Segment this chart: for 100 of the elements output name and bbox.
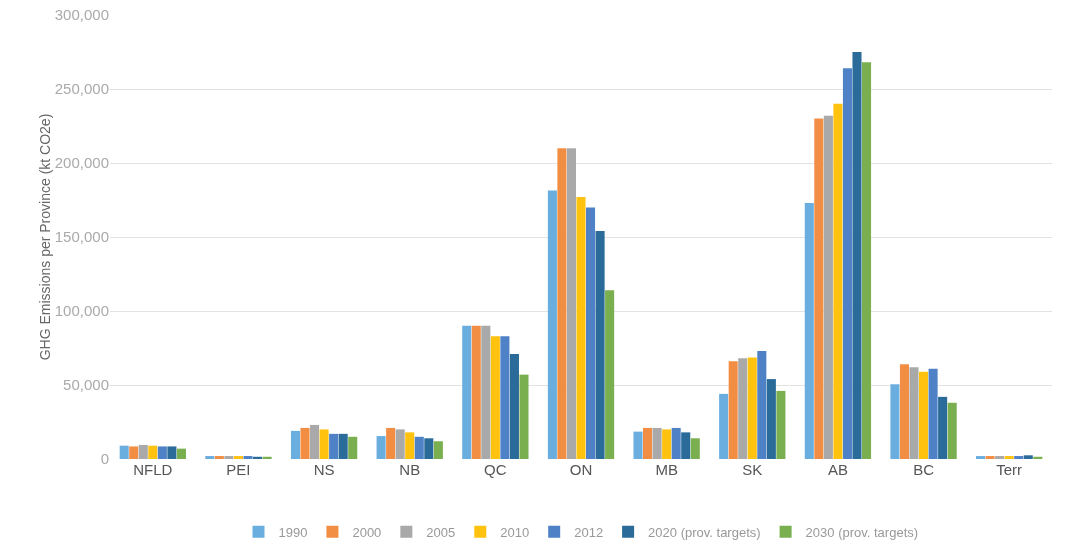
bar xyxy=(481,325,491,459)
bar xyxy=(862,62,872,459)
bar xyxy=(947,402,957,459)
bar xyxy=(300,427,310,459)
bar xyxy=(1004,456,1014,459)
legend-label: 2020 (prov. targets) xyxy=(648,524,761,540)
bar xyxy=(490,336,500,459)
bar xyxy=(928,368,938,459)
legend-label: 2012 xyxy=(574,524,604,540)
bar xyxy=(205,456,215,459)
y-tick-label: 150,000 xyxy=(54,228,109,246)
bar xyxy=(310,424,320,459)
x-tick-label: ON xyxy=(569,461,593,478)
legend-label: 2010 xyxy=(500,524,530,540)
bar xyxy=(376,436,386,459)
bar xyxy=(671,427,681,459)
x-tick-label: NFLD xyxy=(133,461,173,478)
bar xyxy=(652,427,662,459)
bar xyxy=(395,429,405,459)
bar xyxy=(329,433,339,459)
x-tick-label: QC xyxy=(484,461,507,478)
x-tick-label: NS xyxy=(313,461,335,478)
bar xyxy=(690,438,700,459)
bar xyxy=(119,445,129,459)
bar xyxy=(823,115,833,459)
bar xyxy=(500,336,510,459)
legend-label: 1990 xyxy=(278,524,308,540)
bar xyxy=(338,433,348,459)
x-tick-label: NB xyxy=(399,461,421,478)
bar xyxy=(1023,455,1033,459)
bar xyxy=(595,231,605,459)
bar xyxy=(766,379,776,459)
bar xyxy=(909,367,919,459)
x-tick-label: SK xyxy=(742,461,763,478)
bar xyxy=(643,427,653,459)
bar xyxy=(985,456,995,459)
bar xyxy=(776,390,786,459)
bar xyxy=(290,430,300,459)
bar xyxy=(253,456,263,459)
bar xyxy=(605,290,615,459)
bar xyxy=(662,429,672,459)
bar xyxy=(319,429,329,459)
bar xyxy=(224,456,234,459)
bar xyxy=(386,427,396,459)
bar xyxy=(129,446,139,459)
bar xyxy=(566,148,576,459)
bar xyxy=(348,436,358,459)
y-tick-label: 50,000 xyxy=(63,376,109,394)
bar xyxy=(509,353,519,459)
bar xyxy=(747,357,757,459)
x-tick-label: MB xyxy=(655,461,678,478)
bar xyxy=(547,190,557,459)
bar xyxy=(405,432,415,459)
legend-label: 2000 xyxy=(352,524,382,540)
legend-label: 2005 xyxy=(426,524,456,540)
y-tick-label: 300,000 xyxy=(54,6,109,24)
bar xyxy=(557,148,567,459)
bar xyxy=(167,446,177,459)
x-tick-label: PEI xyxy=(226,461,251,478)
bar xyxy=(433,441,443,459)
bar xyxy=(424,438,434,459)
bar xyxy=(519,374,529,459)
bar xyxy=(414,436,424,459)
bar xyxy=(1033,456,1043,459)
bar xyxy=(833,103,843,459)
bar xyxy=(995,456,1005,459)
bar xyxy=(852,52,862,459)
bar xyxy=(728,361,738,459)
bar xyxy=(576,197,586,459)
bar xyxy=(757,350,767,459)
y-tick-label: 200,000 xyxy=(54,154,109,172)
y-tick-label: 100,000 xyxy=(54,302,109,320)
bar xyxy=(719,393,729,459)
bar xyxy=(976,456,986,459)
bar xyxy=(586,207,596,459)
bar xyxy=(1014,456,1024,459)
x-tick-label: BC xyxy=(913,461,935,478)
bar xyxy=(243,456,253,459)
bar xyxy=(157,446,167,459)
bar xyxy=(262,456,272,459)
y-tick-label: 250,000 xyxy=(54,80,109,98)
bar xyxy=(138,444,148,459)
legend-label: 2030 (prov. targets) xyxy=(805,524,919,540)
x-tick-label: Terr xyxy=(996,461,1023,478)
bar xyxy=(148,445,158,459)
y-axis-title: GHG Emissions per Province (kt CO2e) xyxy=(36,113,53,361)
bar xyxy=(471,325,481,459)
bar xyxy=(899,364,909,459)
bar xyxy=(462,325,472,459)
bar xyxy=(890,384,900,459)
bar xyxy=(633,431,643,459)
bar xyxy=(814,118,824,459)
bar xyxy=(938,396,948,459)
bar xyxy=(842,68,852,459)
bar xyxy=(233,456,243,459)
bar xyxy=(176,448,186,459)
bar xyxy=(804,202,814,459)
bar xyxy=(214,456,224,459)
bar xyxy=(681,432,691,459)
x-tick-label: AB xyxy=(827,461,848,478)
